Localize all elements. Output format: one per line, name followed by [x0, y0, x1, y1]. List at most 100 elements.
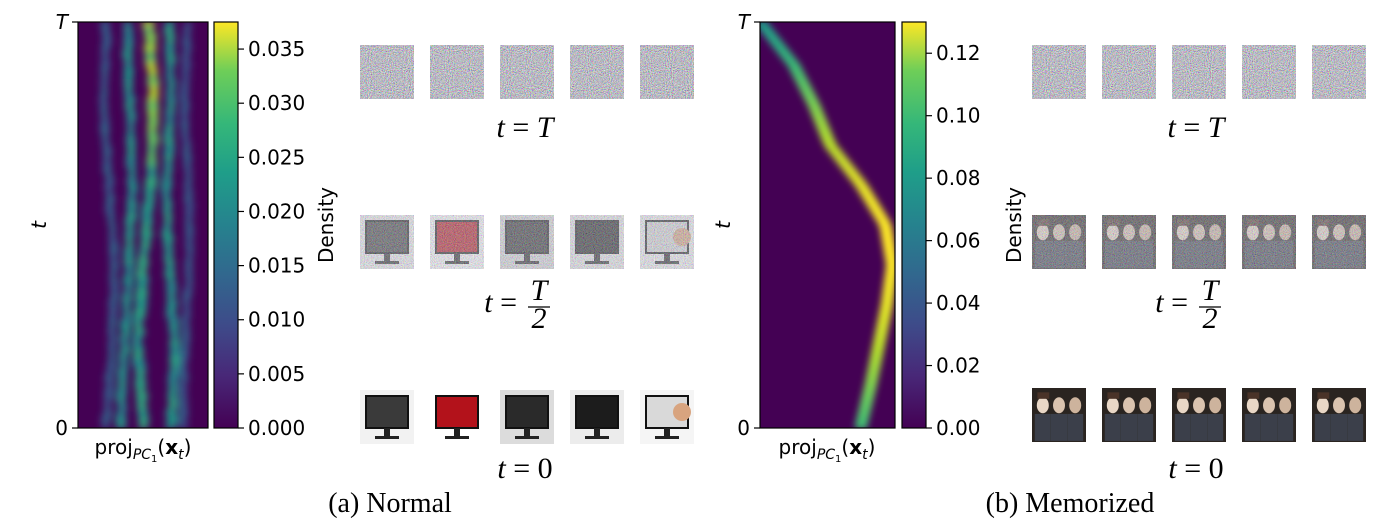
density-band [167, 84, 175, 93]
colorbar-tick-label: 0.02 [936, 354, 981, 378]
density-band [148, 67, 158, 76]
trajectory-segment [856, 415, 869, 424]
trajectory-segment [855, 421, 868, 428]
trajectory-segment [881, 235, 895, 244]
x-label-var-sub: t [862, 447, 868, 463]
density-band [133, 316, 143, 325]
time-label-eq: = [1184, 452, 1208, 485]
density-band [181, 79, 188, 87]
density-band [186, 212, 193, 221]
monitor-stand [594, 428, 600, 436]
sample-thumbnail [640, 45, 694, 99]
monitor-screen [365, 395, 409, 429]
density-band [132, 357, 145, 366]
x-label-paren: ( [841, 435, 849, 459]
person-hair [1247, 392, 1260, 399]
time-label-value: 0 [538, 452, 553, 485]
density-band [108, 311, 117, 319]
x-label-var-sub: t [178, 447, 184, 463]
time-label-var: t [497, 452, 513, 485]
monitor-screen [435, 395, 479, 429]
colorbar-tick-label: 0.035 [248, 37, 305, 61]
density-band [186, 200, 194, 209]
noise-texture [360, 45, 414, 99]
sample-thumbnail [1172, 215, 1226, 269]
density-band [168, 79, 176, 87]
density-band [161, 183, 172, 192]
density-band [110, 241, 119, 250]
density-band [167, 293, 175, 302]
person-body [1207, 413, 1224, 441]
density-band [137, 276, 149, 284]
density-band [125, 282, 133, 290]
density-band [109, 316, 117, 325]
density-band [163, 137, 174, 145]
trajectory-segment [883, 247, 895, 255]
sample-thumbnail [570, 45, 624, 99]
density-band [148, 73, 157, 81]
density-band [147, 38, 156, 47]
colorbar: 0.000 0.005 0.010 0.015 0.020 0.025 0.030 0.035… [213, 21, 338, 440]
trajectory-segment [865, 374, 879, 383]
trajectory-segment [885, 264, 895, 273]
density-band [185, 229, 194, 238]
density-band [171, 363, 178, 371]
density-band [103, 154, 110, 163]
person-face [1193, 397, 1205, 414]
density-band [166, 32, 175, 41]
trajectory-segment [875, 328, 888, 337]
density-band [102, 55, 109, 64]
density-band [166, 55, 176, 64]
density-band [142, 206, 153, 215]
density-band [167, 90, 174, 99]
density-band [180, 415, 186, 424]
colorbar-tick-label: 0.12 [936, 41, 981, 65]
trajectory-segment [874, 334, 887, 342]
heatmap-frame [759, 21, 896, 429]
density-band [162, 177, 173, 186]
time-label: t = [1155, 286, 1188, 319]
colorbar-tick-label: 0.000 [248, 416, 305, 440]
noise-overlay [1102, 215, 1156, 269]
density-band [100, 108, 107, 116]
density-band [178, 386, 187, 395]
time-label-value: 0 [1209, 452, 1224, 485]
density-band [169, 322, 178, 331]
density-band [125, 44, 133, 52]
density-band [163, 206, 171, 215]
density-band [101, 44, 110, 52]
sample-thumbnail [1102, 215, 1156, 269]
density-band [109, 351, 115, 360]
density-band [102, 137, 109, 145]
density-band [122, 50, 132, 58]
density-band [110, 224, 116, 232]
density-band [110, 305, 118, 313]
density-band [163, 224, 171, 232]
density-band [182, 148, 190, 157]
density-band [182, 38, 191, 47]
sample-row: t = T [1032, 45, 1366, 144]
density-band [110, 258, 118, 267]
density-band [146, 102, 159, 110]
density-band [123, 22, 132, 29]
density-band [179, 409, 188, 418]
density-band [181, 67, 188, 76]
trajectory-segment [817, 125, 830, 134]
time-label-var: t [1155, 286, 1171, 319]
density-band [120, 322, 131, 331]
trajectory-segment [825, 142, 838, 151]
density-band [183, 32, 190, 41]
trajectory-segment [885, 258, 895, 267]
sample-row: t = T [360, 45, 694, 144]
density-band [182, 322, 190, 331]
trajectory-segment [815, 119, 828, 128]
time-label: t = [484, 286, 517, 319]
density-band [126, 160, 136, 168]
density-band [182, 340, 189, 348]
trajectory-segment [880, 229, 894, 238]
density-band [124, 67, 134, 76]
density-band [109, 345, 116, 354]
density-band [103, 166, 111, 174]
person-face [1209, 397, 1222, 414]
density-band [135, 305, 146, 313]
